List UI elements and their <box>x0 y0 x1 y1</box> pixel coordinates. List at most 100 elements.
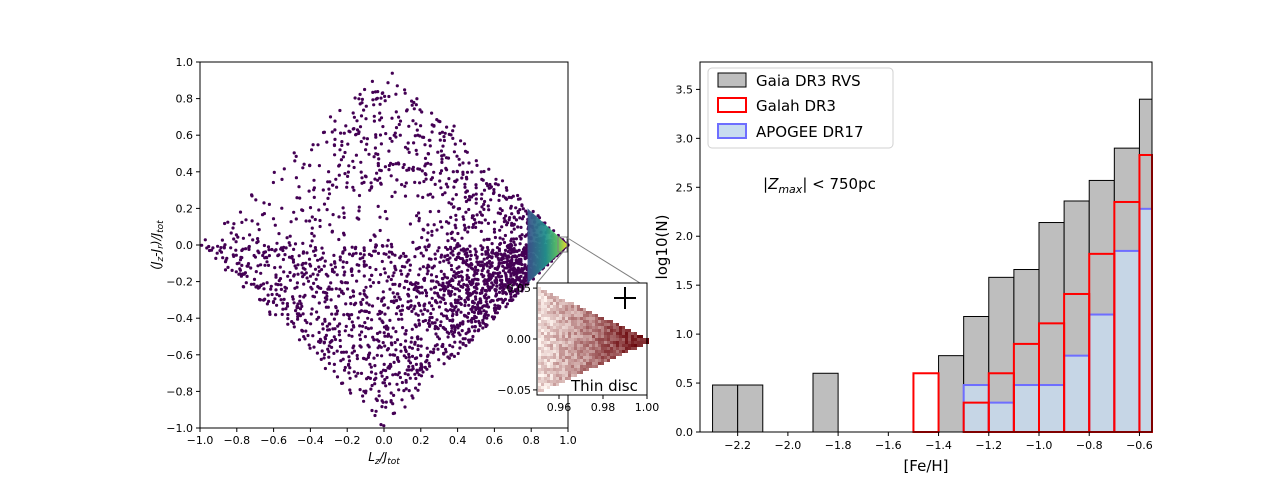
scatter-point <box>367 303 371 307</box>
scatter-point <box>357 217 361 221</box>
scatter-point <box>318 340 322 344</box>
scatter-point <box>386 326 390 330</box>
inset-heat-cell <box>577 368 580 371</box>
inset-heat-cell <box>574 374 577 377</box>
inset-heat-cell <box>613 344 616 347</box>
scatter-point <box>347 333 351 337</box>
inset-heat-cell <box>571 374 574 377</box>
scatter-point <box>388 353 392 357</box>
scatter-point <box>364 104 368 108</box>
inset-heat-cell <box>586 341 589 344</box>
scatter-point <box>426 231 430 235</box>
scatter-point <box>422 179 426 184</box>
scatter-point <box>509 292 513 296</box>
scatter-point <box>358 324 362 328</box>
inset-heat-cell <box>562 344 565 347</box>
scatter-point <box>311 334 315 338</box>
scatter-point <box>480 177 484 181</box>
scatter-point <box>383 94 387 98</box>
scatter-point <box>410 394 414 398</box>
scatter-point <box>351 294 356 298</box>
inset-heat-cell <box>595 344 598 347</box>
scatter-point <box>402 286 406 290</box>
scatter-point <box>504 186 508 190</box>
inset-heat-cell <box>544 326 547 329</box>
scatter-point <box>352 344 356 348</box>
scatter-point <box>491 283 495 287</box>
scatter-point <box>515 282 519 286</box>
inset-heat-cell <box>559 380 562 383</box>
scatter-point <box>418 291 422 295</box>
scatter-point <box>476 268 480 272</box>
inset-heat-cell <box>601 335 604 338</box>
inset-heat-cell <box>604 335 607 338</box>
scatter-point <box>386 306 390 310</box>
scatter-point <box>273 297 277 301</box>
inset-heat-cell <box>583 317 586 320</box>
scatter-point <box>494 177 498 181</box>
scatter-point <box>352 165 356 170</box>
inset-heat-cell <box>559 368 562 371</box>
inset-heat-cell <box>601 341 604 344</box>
scatter-point <box>312 281 316 285</box>
scatter-point <box>447 221 451 225</box>
scatter-point <box>403 91 407 95</box>
scatter-point <box>383 271 387 275</box>
scatter-point <box>240 263 244 267</box>
scatter-point <box>482 188 487 192</box>
scatter-point <box>327 350 331 354</box>
scatter-point <box>415 214 419 218</box>
scatter-point <box>397 305 401 309</box>
inset-heat-cell <box>544 338 547 341</box>
scatter-point <box>301 166 305 170</box>
scatter-point <box>346 142 350 146</box>
scatter-point <box>203 238 207 242</box>
inset-heat-cell <box>568 377 571 380</box>
scatter-point <box>503 233 507 238</box>
scatter-point <box>483 282 487 286</box>
scatter-point <box>430 374 434 378</box>
scatter-point <box>501 264 505 268</box>
scatter-x-tick-label: 1.0 <box>559 434 577 447</box>
scatter-point <box>391 326 395 330</box>
scatter-point <box>291 260 296 264</box>
inset-heat-cell <box>559 377 562 380</box>
scatter-point <box>432 347 436 351</box>
scatter-point <box>247 246 251 250</box>
scatter-point <box>338 338 342 343</box>
scatter-point <box>400 308 404 312</box>
scatter-point <box>369 186 373 190</box>
scatter-point <box>403 345 407 349</box>
scatter-point <box>267 202 271 206</box>
scatter-point <box>514 237 519 241</box>
inset-heat-cell <box>547 350 550 353</box>
scatter-point <box>520 262 524 267</box>
scatter-point <box>393 264 397 268</box>
scatter-point <box>465 291 469 295</box>
scatter-point <box>335 309 340 313</box>
scatter-point <box>355 128 360 132</box>
scatter-point <box>330 130 334 134</box>
inset-heat-cell <box>607 356 610 359</box>
scatter-point <box>467 225 471 229</box>
scatter-point <box>310 231 314 236</box>
inset-heat-cell <box>580 365 583 368</box>
inset-heat-cell <box>604 344 607 347</box>
scatter-point <box>414 312 418 316</box>
scatter-point <box>326 274 330 278</box>
scatter-point <box>322 341 326 345</box>
scatter-point <box>450 230 454 234</box>
scatter-point <box>308 274 313 278</box>
scatter-point <box>394 348 398 352</box>
scatter-point <box>447 177 451 181</box>
scatter-point <box>512 273 516 277</box>
inset-heat-cell <box>580 323 583 326</box>
scatter-point <box>420 236 424 240</box>
inset-heat-cell <box>580 314 583 317</box>
scatter-point <box>401 251 406 256</box>
scatter-point <box>400 398 404 402</box>
scatter-point <box>354 374 358 378</box>
inset-heat-cell <box>553 320 556 323</box>
inset-heat-cell <box>622 332 625 335</box>
scatter-point <box>274 273 278 277</box>
